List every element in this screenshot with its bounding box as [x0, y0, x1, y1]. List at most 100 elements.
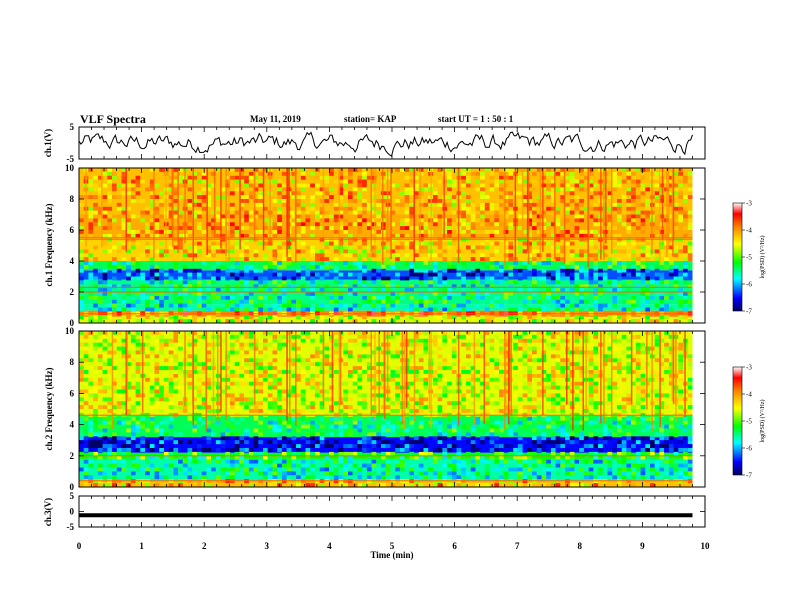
spectrogram-burst — [206, 168, 208, 255]
spectrogram-cell — [673, 206, 679, 211]
spectrogram-cell — [267, 420, 273, 425]
spectrogram-cell — [230, 350, 235, 355]
spectrogram-cell — [230, 475, 235, 480]
spectrogram-cell — [423, 233, 429, 238]
spectrogram-cell — [220, 389, 226, 394]
spectrogram-cell — [83, 389, 89, 394]
spectrogram-cell — [494, 303, 499, 308]
spectrogram-cell — [362, 401, 367, 406]
spectrogram-cell — [508, 226, 514, 230]
spectrogram-cell — [83, 416, 89, 421]
spectrogram-cell — [178, 459, 183, 464]
spectrogram-cell — [154, 401, 160, 406]
spectrogram-cell — [291, 358, 297, 363]
spectrogram-cell — [88, 424, 94, 429]
spectrogram-cell — [418, 393, 424, 398]
spectrogram-cell — [437, 448, 443, 452]
spectrogram-cell — [560, 195, 565, 199]
spectrogram-cell — [333, 405, 339, 409]
spectrogram-cell — [480, 179, 485, 184]
spectrogram-cell — [239, 191, 245, 196]
spectrogram-cell — [83, 483, 89, 487]
spectrogram-cell — [508, 241, 514, 246]
spectrogram-cell — [253, 467, 259, 472]
spectrogram-cell — [281, 202, 287, 207]
spectrogram-cell — [305, 416, 311, 421]
spectrogram-cell — [135, 241, 141, 246]
spectrogram-cell — [442, 358, 448, 363]
spectrogram-cell — [569, 319, 575, 323]
spectrogram-cell — [513, 268, 518, 273]
spectrogram-cell — [432, 264, 438, 269]
spectrogram-cell — [404, 319, 410, 323]
spectrogram-cell — [253, 249, 259, 254]
spectrogram-cell — [418, 448, 424, 452]
spectrogram-band — [79, 316, 693, 323]
spectrogram-cell — [135, 346, 141, 351]
spectrogram-cell — [281, 195, 287, 199]
spectrogram-cell — [263, 448, 268, 452]
spectrogram-cell — [168, 202, 174, 207]
spectrogram-cell — [159, 420, 164, 425]
spectrogram-cell — [588, 257, 594, 261]
spectrogram-cell — [281, 264, 287, 269]
spectrogram-cell — [418, 222, 424, 227]
spectrogram-cell — [466, 233, 471, 238]
spectrogram-cell — [381, 370, 386, 374]
spectrogram-cell — [116, 233, 122, 238]
spectrogram-cell — [102, 483, 108, 487]
spectrogram-cell — [248, 401, 254, 406]
spectrogram-cell — [178, 346, 183, 351]
spectrogram-burst — [514, 168, 517, 261]
spectrogram-cell — [579, 249, 584, 254]
spectrogram-cell — [333, 187, 339, 192]
spectrogram-cell — [357, 448, 363, 452]
spectrogram-cell — [409, 187, 414, 192]
spectrogram-cell — [234, 245, 240, 250]
spectrogram-cell — [593, 272, 599, 277]
spectrogram-cell — [414, 366, 419, 370]
spectrogram-cell — [206, 315, 212, 320]
spectrogram-cell — [527, 241, 532, 246]
spectrogram-cell — [418, 191, 424, 196]
spectrogram-cell — [291, 416, 297, 421]
spectrogram-cell — [178, 370, 183, 374]
spectrogram-cell — [206, 350, 212, 355]
spectrogram-cell — [154, 377, 160, 382]
spectrogram-cell — [432, 261, 438, 265]
spectrogram-cell — [381, 405, 386, 409]
spectrogram-cell — [225, 284, 230, 289]
spectrogram-cell — [291, 307, 297, 312]
spectrogram-cell — [527, 253, 532, 258]
spectrogram-cell — [102, 202, 108, 207]
spectrogram-cell — [617, 171, 622, 176]
spectrogram-cell — [683, 257, 688, 261]
spectrogram-cell — [329, 346, 334, 351]
spectrogram-cell — [225, 257, 230, 261]
spectrogram-cell — [390, 331, 396, 335]
spectrogram-cell — [395, 424, 400, 429]
spectrogram-cell — [145, 315, 150, 320]
spectrogram-cell — [102, 436, 108, 441]
spectrogram-cell — [366, 295, 372, 300]
spectrogram-cell — [428, 432, 433, 437]
spectrogram-cell — [348, 448, 353, 452]
spectrogram-cell — [315, 175, 320, 180]
spectrogram-cell — [182, 257, 188, 261]
spectrogram-cell — [357, 230, 363, 234]
spectrogram-cell — [687, 171, 693, 176]
spectrogram-cell — [192, 342, 197, 347]
spectrogram-cell — [565, 230, 570, 234]
spectrogram-cell — [414, 346, 419, 351]
spectrogram-cell — [437, 183, 443, 188]
spectrogram-cell — [154, 366, 160, 370]
spectrogram-cell — [527, 183, 532, 188]
spectrogram-cell — [560, 249, 565, 254]
spectrogram-cell — [277, 218, 282, 223]
spectrogram-cell — [192, 210, 197, 215]
spectrogram-cell — [225, 191, 230, 196]
spectrogram-cell — [197, 268, 202, 273]
spectrogram-cell — [140, 295, 145, 300]
spectrogram-cell — [126, 249, 131, 254]
spectrogram-cell — [126, 268, 131, 273]
